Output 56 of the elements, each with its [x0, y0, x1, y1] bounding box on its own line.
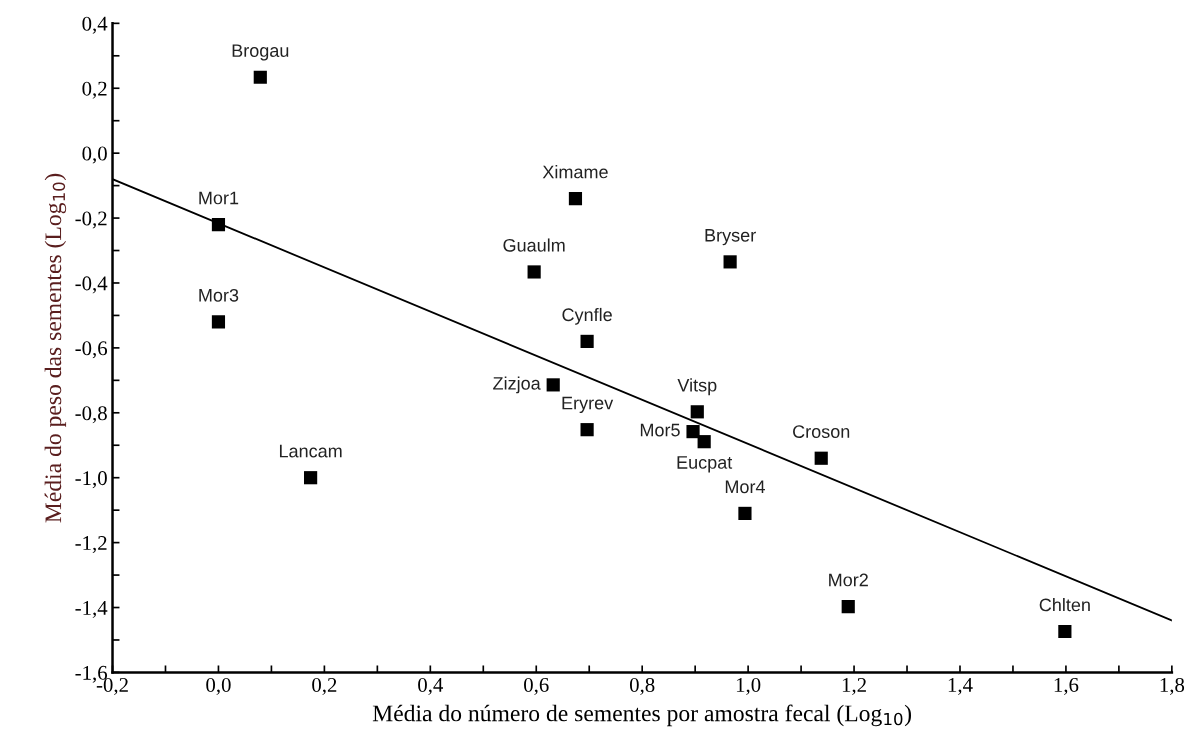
- x-tick-label: 1,8: [1160, 677, 1185, 695]
- annotation: Bryser: [705, 229, 756, 246]
- point: [723, 255, 737, 269]
- point: [304, 471, 318, 485]
- annotation: Mor5: [640, 423, 680, 437]
- annotation: Ximame: [542, 165, 608, 179]
- annotation: Mor2: [829, 573, 868, 587]
- point: [738, 506, 752, 520]
- annotation: Brogau: [232, 44, 289, 61]
- x-tick-label: 0,6: [524, 677, 549, 695]
- annotation: Eryrev: [562, 396, 614, 413]
- x-tick-label: 1,4: [948, 677, 973, 695]
- point: [211, 217, 226, 232]
- point: [253, 70, 267, 84]
- x-tick-label: 1,2: [842, 677, 866, 695]
- y-tick-label: 0,0: [82, 146, 107, 164]
- annotation: Chlten: [1039, 598, 1090, 612]
- x-tick-label: 0,0: [206, 677, 231, 695]
- annotation: Mor1: [199, 191, 239, 205]
- x-tick-label: 0,4: [418, 677, 444, 695]
- annotation: Guaulm: [503, 238, 565, 252]
- point: [580, 423, 594, 437]
- point: [546, 378, 560, 392]
- y-tick-label: 0,4: [82, 16, 108, 34]
- point: [568, 192, 583, 206]
- annotation: Mor4: [725, 480, 765, 494]
- annotation: Zizjoa: [493, 376, 541, 394]
- y-tick-label: 0,2: [82, 81, 107, 99]
- y-tick-label: -0,2: [75, 211, 107, 229]
- point: [580, 334, 594, 348]
- x-tick-label: 0,8: [629, 677, 655, 695]
- point: [814, 451, 828, 465]
- y-tick-label: -1,0: [75, 471, 107, 489]
- y-tick-label: -0,6: [75, 341, 108, 359]
- y-tick-label: -1,2: [75, 536, 107, 554]
- annotation: Mor3: [199, 288, 239, 302]
- y-tick-label: -0,4: [75, 276, 108, 294]
- point: [1058, 624, 1072, 639]
- point: [686, 425, 700, 439]
- annotation: Vitsp: [677, 378, 717, 396]
- x-tick-label: 0,2: [312, 677, 337, 695]
- annotation: Croson: [793, 425, 850, 438]
- point: [697, 435, 711, 449]
- point: [527, 265, 541, 279]
- x-tick-label: 1,0: [736, 677, 761, 695]
- annotation: Lancam: [279, 444, 342, 458]
- y-axis-title: Média do peso das sementes (Log$_{10}$): [44, 173, 67, 523]
- x-axis-title: Média do número de sementes por amostra fecal (Log$_{10}$): [372, 704, 912, 727]
- y-tick-label: -1,4: [75, 601, 108, 618]
- point: [690, 405, 704, 419]
- y-tick-label: -0,8: [75, 406, 107, 424]
- annotation: Eucpat: [677, 456, 733, 473]
- point: [211, 315, 226, 329]
- annotation: Cynfle: [562, 307, 612, 325]
- x-tick-label: 1,6: [1054, 677, 1079, 695]
- point: [841, 599, 855, 614]
